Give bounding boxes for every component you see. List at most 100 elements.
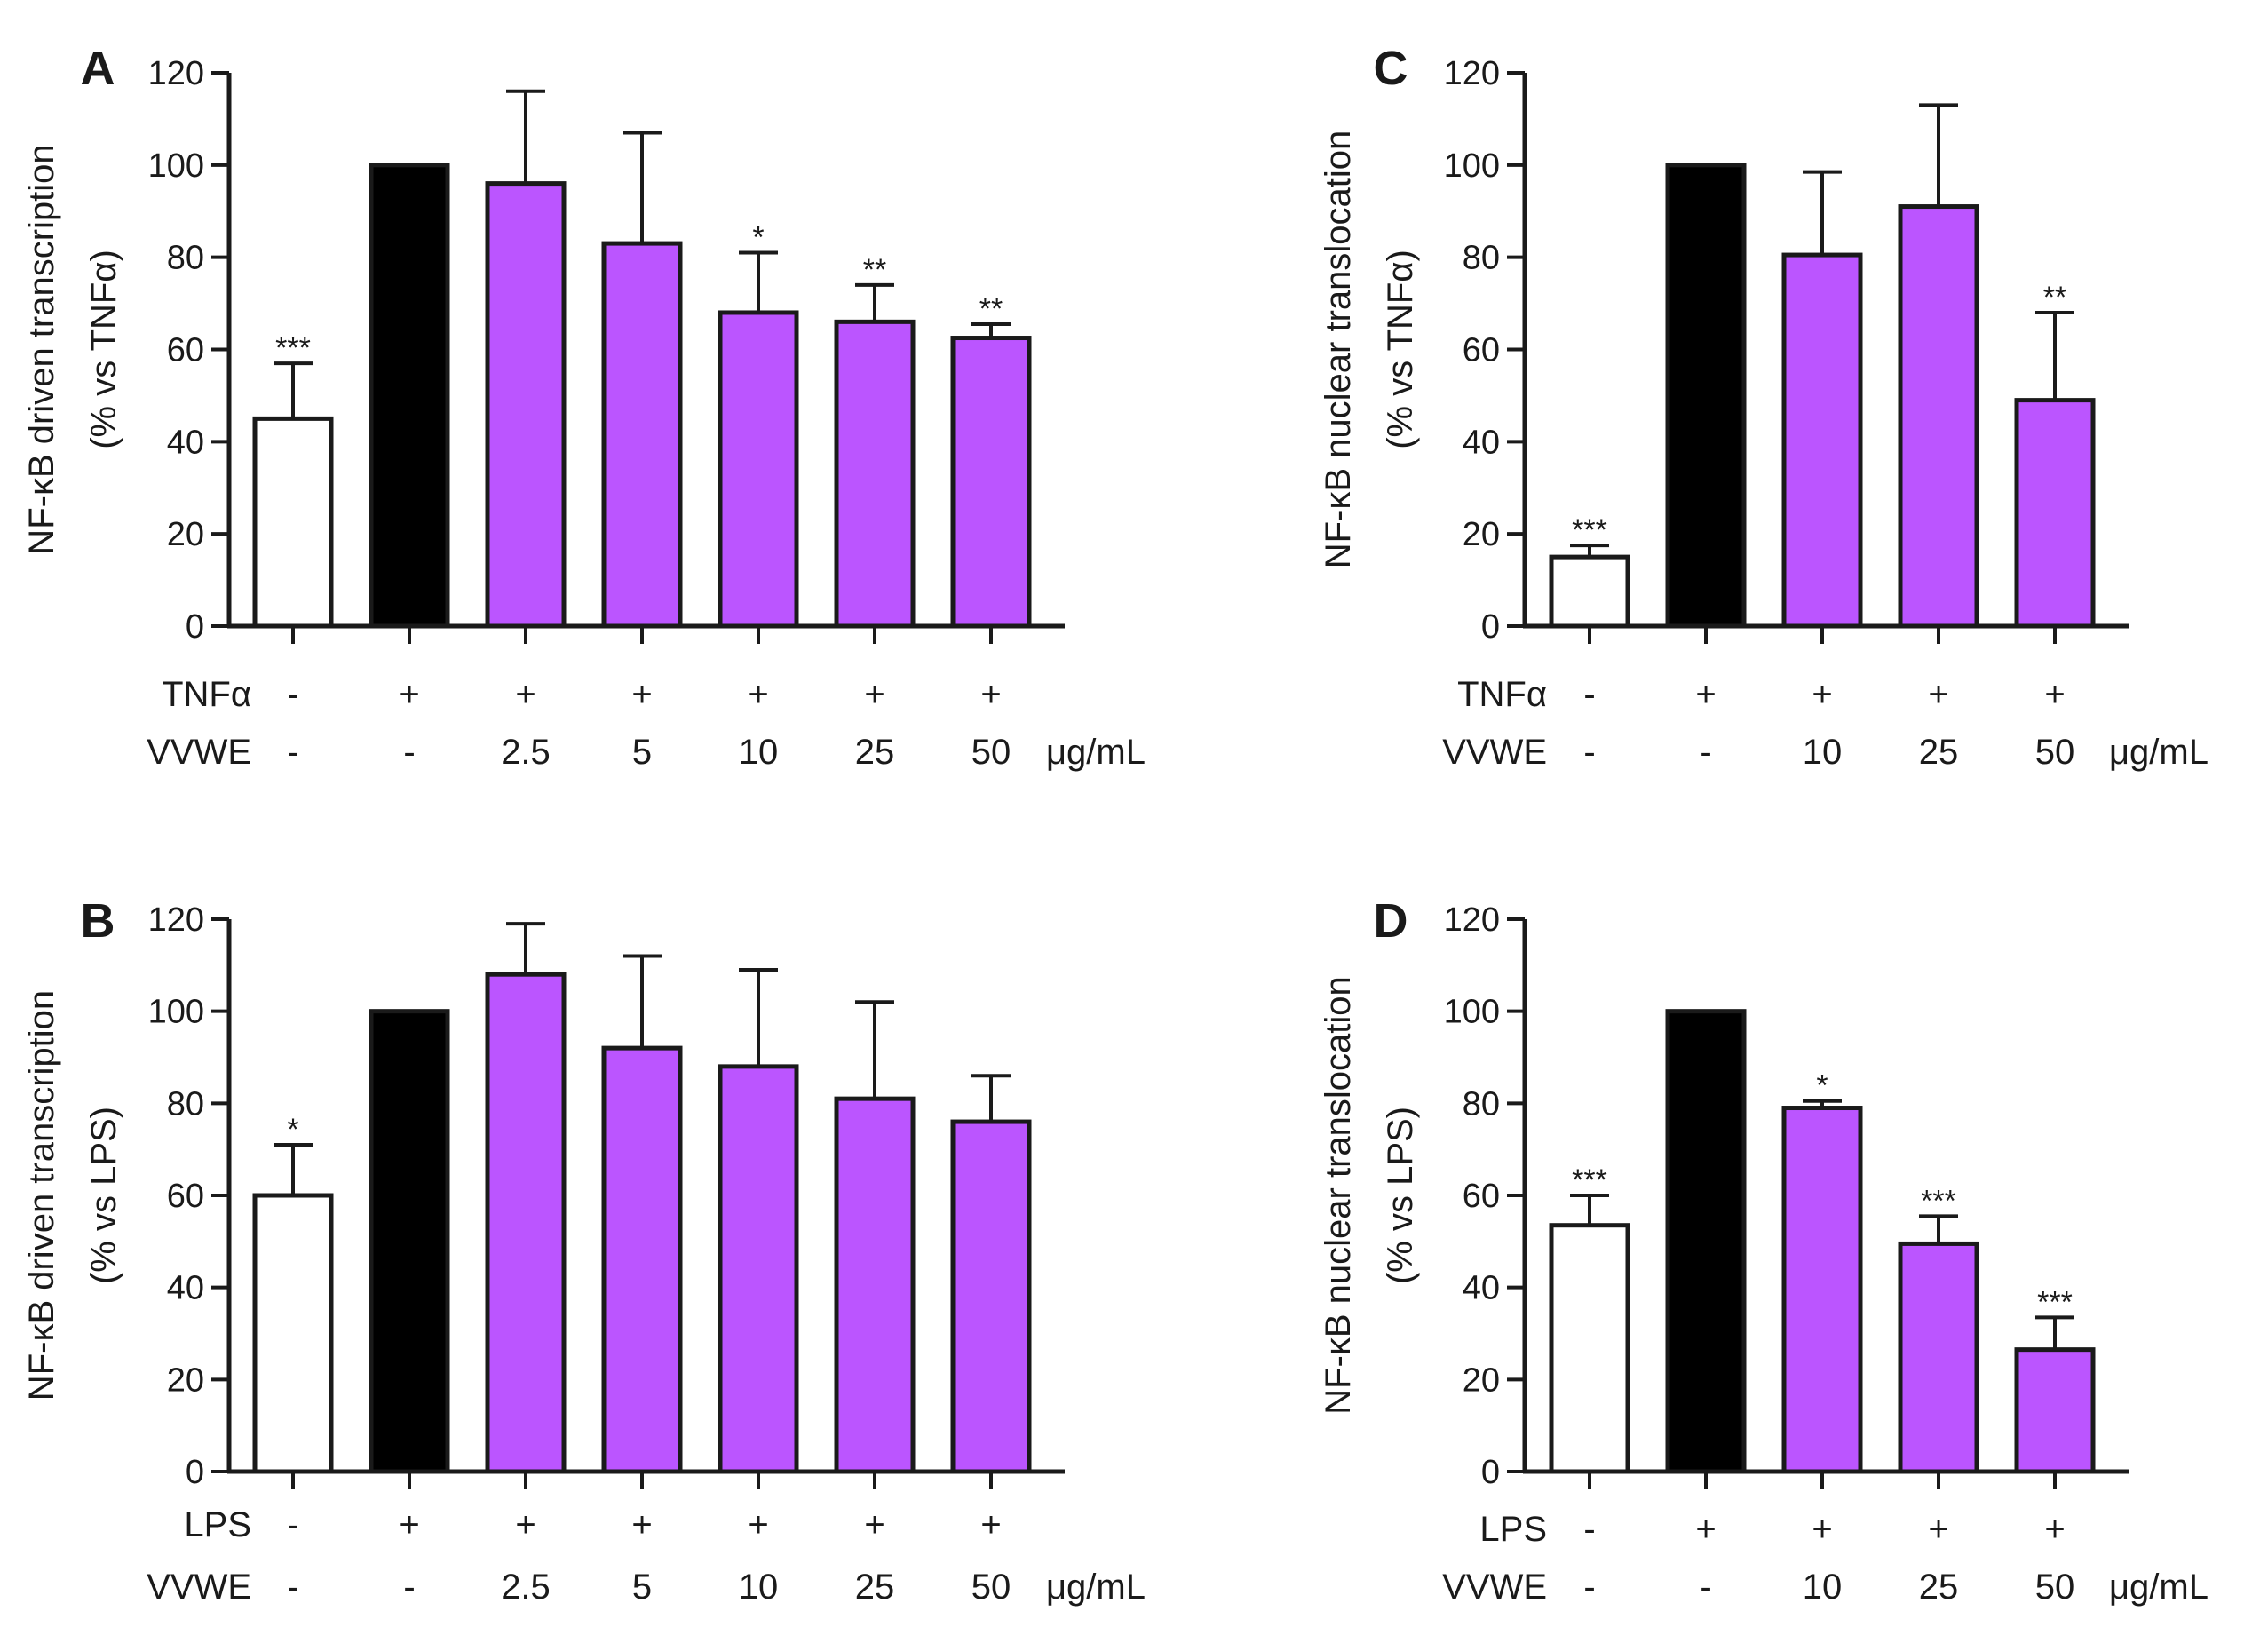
panel-d-unit: μg/mL — [2109, 1568, 2209, 1607]
panel-d-ytick-label: 0 — [1481, 1454, 1500, 1491]
panel-c-dose-value: - — [1583, 733, 1595, 772]
panel-b-stimulus-label: LPS — [184, 1505, 251, 1544]
panel-c-significance: *** — [1572, 513, 1607, 547]
panel-c-bar — [2014, 398, 2096, 629]
panel-c-dose-value: 25 — [1919, 733, 1959, 772]
panel-a-significance: ** — [979, 292, 1003, 326]
panel-a-dose-value: 5 — [632, 733, 652, 772]
panel-a-stim-value: + — [515, 675, 535, 714]
panel-b-dose-value: 5 — [632, 1568, 652, 1607]
panel-a-dose-value: 50 — [971, 733, 1011, 772]
panel-a-ylabel-sub: (% vs TNFα) — [84, 250, 123, 449]
panel-b-bar — [252, 1193, 334, 1474]
panel-d-ytick-label: 60 — [1463, 1178, 1500, 1215]
panel-a-ytick-label: 60 — [167, 332, 204, 369]
panel-a-treatment-label: VVWE — [147, 733, 251, 772]
panel-b-bar — [601, 1045, 683, 1474]
panel-c-stim-value: + — [2044, 675, 2065, 714]
panel-d-ytick-label: 80 — [1463, 1085, 1500, 1123]
panel-d-stim-value: + — [2044, 1510, 2065, 1549]
panel-b-ytick-label: 120 — [148, 901, 204, 939]
panel-c-bar — [1665, 163, 1747, 629]
panel-d-ytick-label: 20 — [1463, 1361, 1500, 1399]
panel-c-stim-value: - — [1583, 675, 1595, 714]
panel-d-bar — [2014, 1347, 2096, 1474]
panel-b-dose-value: - — [403, 1568, 415, 1607]
panel-d-ytick-label: 120 — [1444, 901, 1500, 939]
panel-a-ytick-label: 40 — [167, 424, 204, 461]
panel-d-dose-value: - — [1583, 1568, 1595, 1607]
panel-b-bar — [369, 1009, 450, 1474]
panel-d-ytick-label: 100 — [1444, 994, 1500, 1031]
panel-a-ytick-label: 20 — [167, 516, 204, 553]
panel-d-significance: * — [1816, 1069, 1828, 1103]
panel-d-dose-value: 25 — [1919, 1568, 1959, 1607]
panel-c-stim-value: + — [1695, 675, 1716, 714]
panel-d-bar — [1781, 1106, 1863, 1474]
panel-d-significance: *** — [1572, 1163, 1607, 1197]
panel-c-ytick-label: 120 — [1444, 55, 1500, 92]
panel-b-stim-value: + — [515, 1505, 535, 1544]
panel-b-dose-value: 50 — [971, 1568, 1011, 1607]
panel-d-treatment-label: VVWE — [1442, 1568, 1547, 1607]
panel-d-stim-value: + — [1695, 1510, 1716, 1549]
panel-d-ytick-label: 40 — [1463, 1270, 1500, 1307]
panel-b-stim-value: + — [631, 1505, 652, 1544]
panel-b-dose-value: 10 — [739, 1568, 779, 1607]
panel-b-ytick-label: 100 — [148, 994, 204, 1031]
panel-c-stim-value: + — [1928, 675, 1948, 714]
panel-d-stimulus-label: LPS — [1479, 1510, 1547, 1549]
panel-a-dose-value: - — [287, 733, 298, 772]
panel-a-ylabel: NF-κB driven transcription — [22, 144, 61, 554]
panel-c-bar — [1781, 252, 1863, 629]
panel-c-ylabel-sub: (% vs TNFα) — [1381, 250, 1420, 449]
panel-d-stim-value: + — [1928, 1510, 1948, 1549]
panel-d-bar — [1549, 1223, 1630, 1474]
panel-c-dose-value: 50 — [2035, 733, 2075, 772]
panel-c-stim-value: + — [1812, 675, 1832, 714]
panel-d-dose-value: 50 — [2035, 1568, 2075, 1607]
panel-a-ytick-label: 80 — [167, 240, 204, 277]
panel-c-ytick-label: 80 — [1463, 240, 1500, 277]
panel-b-treatment-label: VVWE — [147, 1568, 251, 1607]
panel-c-unit: μg/mL — [2109, 733, 2209, 772]
panel-b-ytick-label: 20 — [167, 1361, 204, 1399]
panel-b-significance: * — [287, 1113, 298, 1147]
panel-d-stim-value: + — [1812, 1510, 1832, 1549]
panel-c-ytick-label: 100 — [1444, 147, 1500, 185]
panel-c-dose-value: 10 — [1803, 733, 1843, 772]
panel-d-significance: *** — [2037, 1285, 2073, 1319]
panel-c-ytick-label: 40 — [1463, 424, 1500, 461]
panel-b-stim-value: + — [399, 1505, 419, 1544]
panel-a-significance: *** — [275, 331, 311, 365]
panel-a-ytick-label: 0 — [186, 608, 204, 646]
panel-c-bar — [1549, 554, 1630, 629]
panel-d-stim-value: - — [1583, 1510, 1595, 1549]
panel-c-ylabel: NF-κB nuclear translocation — [1319, 131, 1358, 569]
panel-a-stim-value: + — [864, 675, 884, 714]
panel-a-dose-value: 2.5 — [501, 733, 551, 772]
panel-d-bar — [1898, 1241, 1979, 1474]
panel-b-stim-value: + — [980, 1505, 1001, 1544]
panel-d-label: D — [1374, 894, 1408, 948]
panel-c-dose-value: - — [1700, 733, 1711, 772]
panel-a-bar — [950, 336, 1032, 629]
panel-a-stim-value: - — [287, 675, 298, 714]
panel-c-label: C — [1374, 42, 1408, 95]
panel-a-stim-value: + — [748, 675, 768, 714]
panel-b-dose-value: - — [287, 1568, 298, 1607]
panel-a-significance: ** — [863, 253, 886, 287]
panel-a-label: A — [81, 42, 115, 95]
panel-d-ylabel: NF-κB nuclear translocation — [1319, 976, 1358, 1415]
panel-b-dose-value: 25 — [855, 1568, 895, 1607]
panel-d-dose-value: 10 — [1803, 1568, 1843, 1607]
panel-a-stim-value: + — [399, 675, 419, 714]
panel-b-label: B — [81, 894, 115, 948]
panel-d-bar — [1665, 1009, 1747, 1474]
panel-b-bar — [485, 972, 567, 1474]
panel-d-dose-value: - — [1700, 1568, 1711, 1607]
panel-c-ytick-label: 20 — [1463, 516, 1500, 553]
panel-a-dose-value: - — [403, 733, 415, 772]
panel-a-stim-value: + — [980, 675, 1001, 714]
